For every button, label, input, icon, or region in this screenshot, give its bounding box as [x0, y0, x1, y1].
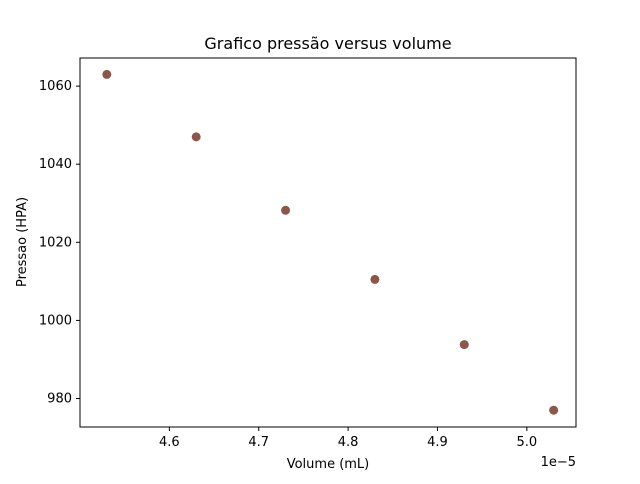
y-tick-label: 980 [47, 391, 72, 406]
y-tick-label: 1020 [39, 235, 72, 250]
scatter-point [459, 340, 469, 350]
scatter-point [191, 132, 201, 142]
scatter-point [281, 205, 291, 215]
x-axis-label: Volume (mL) [287, 457, 370, 472]
x-tick-label: 4.7 [248, 435, 269, 450]
scatter-point [370, 274, 380, 284]
y-tick-label: 1000 [39, 313, 72, 328]
x-tick-label: 4.6 [159, 435, 180, 450]
chart-title: Grafico pressão versus volume [204, 34, 451, 53]
scatter-point [102, 69, 112, 79]
y-tick-label: 1060 [39, 79, 72, 94]
y-axis-label: Pressao (HPA) [15, 197, 30, 287]
x-tick-label: 4.9 [427, 435, 448, 450]
scatter-point [549, 405, 559, 415]
data-points [102, 69, 559, 415]
x-axis-ticks: 4.6 4.7 4.8 4.9 5.0 [159, 427, 537, 450]
x-axis-offset-label: 1e−5 [541, 455, 576, 470]
x-tick-label: 4.8 [338, 435, 359, 450]
plot-frame [79, 57, 577, 428]
x-tick-label: 5.0 [517, 435, 538, 450]
y-tick-label: 1040 [39, 157, 72, 172]
y-axis-ticks: 980 1000 1020 1040 1060 [39, 79, 80, 406]
